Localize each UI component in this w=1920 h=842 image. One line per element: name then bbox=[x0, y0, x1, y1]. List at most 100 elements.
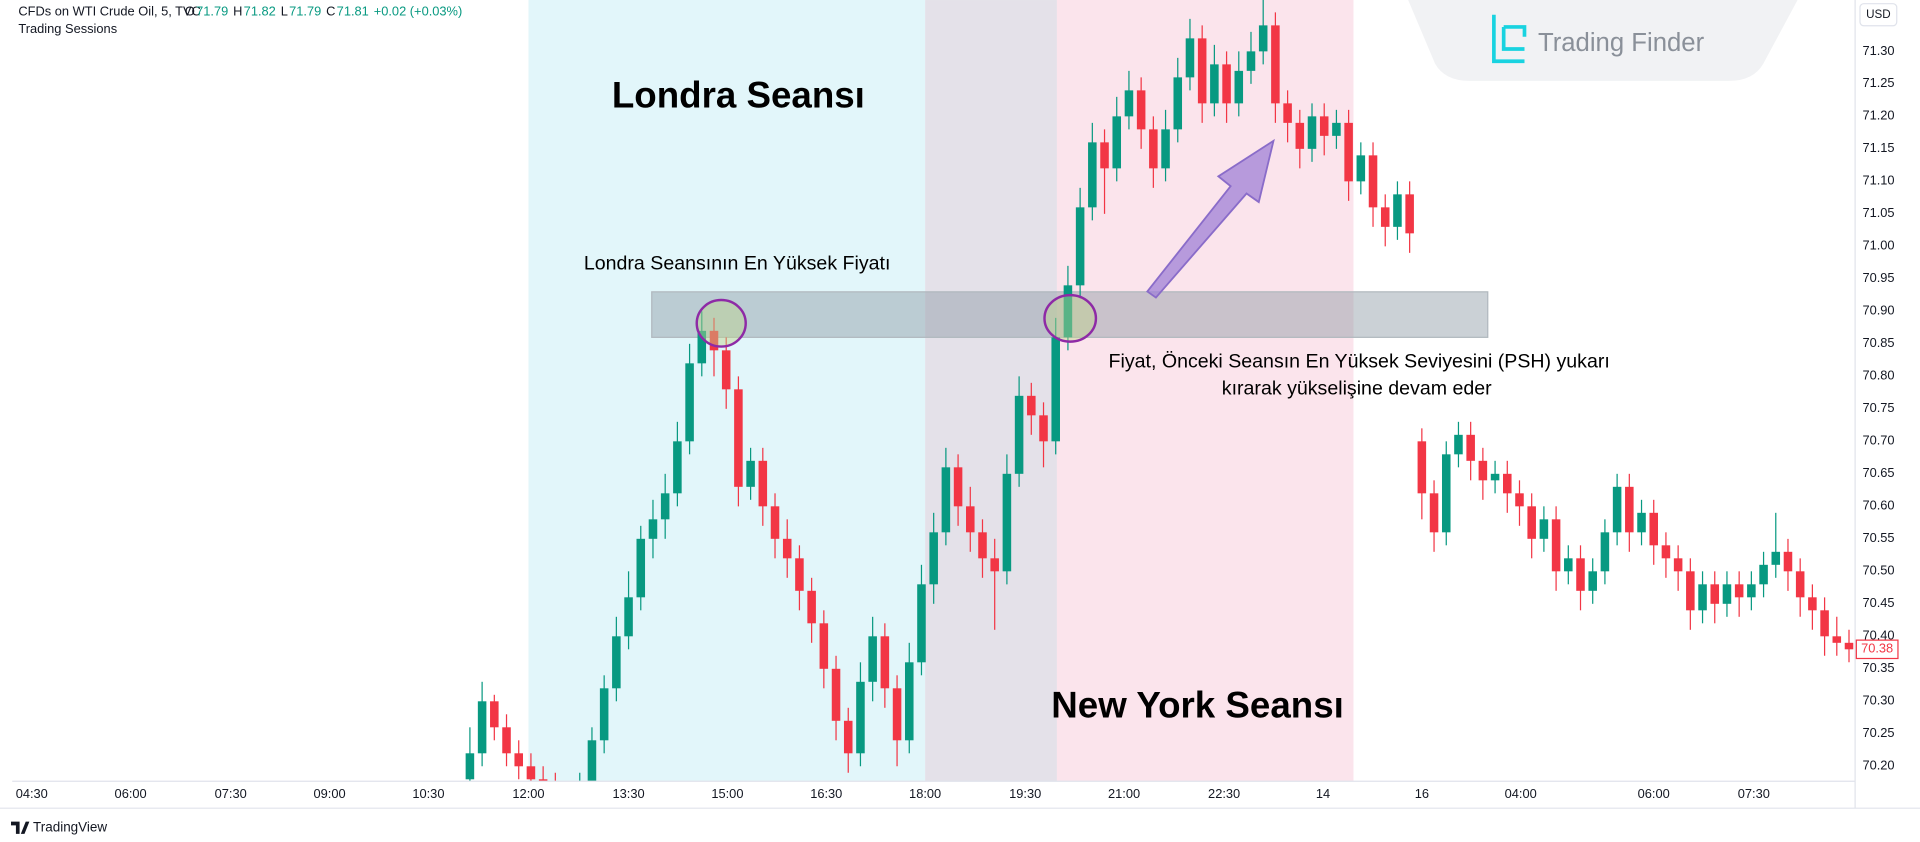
candle-body bbox=[1002, 473, 1012, 572]
candle-body bbox=[1478, 460, 1488, 481]
annotation: Londra Seansının En Yüksek Fiyatı bbox=[584, 253, 891, 275]
y-tick-label: 70.60 bbox=[1862, 498, 1894, 513]
candle-body bbox=[697, 330, 707, 364]
candle-body bbox=[917, 584, 926, 663]
brand-name: Trading Finder bbox=[1538, 29, 1705, 57]
quote: O 71.79 H 71.82 L 71.79 C 71.81 +0.02 (+0.03%) bbox=[185, 4, 462, 19]
candle-body bbox=[1503, 473, 1512, 494]
quote-value: 71.82 bbox=[244, 4, 276, 19]
candle-body bbox=[1271, 25, 1280, 104]
candle-body bbox=[1783, 551, 1793, 572]
y-tick-label: 70.35 bbox=[1862, 660, 1894, 675]
currency: USD bbox=[1866, 8, 1891, 21]
candle-body bbox=[929, 532, 938, 585]
candle-body bbox=[1820, 610, 1829, 637]
candle-body bbox=[1380, 207, 1390, 227]
candle-body bbox=[1051, 337, 1060, 442]
candle-body bbox=[538, 779, 548, 782]
candle-body bbox=[1612, 486, 1622, 533]
y-tick-label: 70.45 bbox=[1862, 595, 1894, 610]
y-tick-label: 70.20 bbox=[1862, 758, 1894, 773]
candle-body bbox=[1832, 636, 1842, 643]
candle-body bbox=[1454, 434, 1463, 455]
x-tick-label: 14 bbox=[1316, 786, 1330, 801]
candle-body bbox=[1417, 441, 1427, 494]
y-tick-label: 70.85 bbox=[1862, 335, 1894, 350]
candle-body bbox=[1149, 129, 1158, 169]
candle-body bbox=[526, 766, 536, 780]
candle-body bbox=[990, 558, 999, 572]
x-tick-label: 10:30 bbox=[412, 786, 444, 801]
x-tick-label: 06:00 bbox=[115, 786, 147, 801]
quote-label: O bbox=[185, 4, 195, 19]
candle-body bbox=[1637, 512, 1646, 533]
logo-stroke bbox=[1492, 14, 1525, 64]
session-band bbox=[925, 0, 1057, 782]
y-tick-label: 70.65 bbox=[1862, 465, 1894, 480]
footer-brand: TradingView bbox=[33, 819, 107, 834]
quote-value: 71.81 bbox=[337, 4, 369, 19]
candle-body bbox=[1197, 38, 1207, 104]
quote-label: C bbox=[326, 4, 335, 19]
candle-body bbox=[856, 681, 865, 754]
candle-body bbox=[1112, 116, 1122, 169]
candle-body bbox=[636, 538, 646, 598]
x-tick-label: 16:30 bbox=[810, 786, 842, 801]
x-tick-label: 15:00 bbox=[711, 786, 743, 801]
y-tick-label: 70.75 bbox=[1862, 400, 1894, 415]
candle-body bbox=[1576, 558, 1585, 591]
candle-body bbox=[709, 330, 719, 351]
candle-body bbox=[1222, 64, 1231, 104]
candle-body bbox=[1332, 122, 1341, 136]
x-tick-label: 22:30 bbox=[1208, 786, 1240, 801]
candle-body bbox=[795, 558, 804, 591]
candle-body bbox=[1075, 207, 1085, 286]
candle-body bbox=[880, 636, 890, 689]
candle-body bbox=[502, 727, 511, 754]
candle-body bbox=[1027, 395, 1036, 416]
x-tick-label: 13:30 bbox=[612, 786, 644, 801]
candle-body bbox=[782, 538, 792, 559]
candle-body bbox=[1124, 90, 1134, 117]
candle-body bbox=[1283, 103, 1292, 123]
x-tick-label: 04:30 bbox=[16, 786, 48, 801]
candle-body bbox=[1795, 571, 1805, 598]
x-tick-label: 06:00 bbox=[1638, 786, 1670, 801]
logo-stroke bbox=[1501, 25, 1527, 51]
candle-body bbox=[831, 668, 841, 721]
y-tick-label: 70.90 bbox=[1862, 303, 1894, 318]
candle-body bbox=[1710, 584, 1720, 604]
indicator-name: Trading Sessions bbox=[18, 21, 117, 36]
candle-body bbox=[941, 467, 951, 533]
candle-body bbox=[1319, 116, 1329, 136]
y-tick-label: 71.00 bbox=[1862, 238, 1894, 253]
y-tick-label: 71.20 bbox=[1862, 108, 1894, 123]
candles-layer bbox=[465, 0, 1854, 782]
candle-body bbox=[1661, 545, 1671, 559]
y-tick-label: 70.40 bbox=[1862, 628, 1894, 643]
y-tick-label: 71.25 bbox=[1862, 75, 1894, 90]
candle-body bbox=[1673, 558, 1683, 572]
y-tick-label: 71.30 bbox=[1862, 43, 1894, 58]
candle-body bbox=[1173, 77, 1183, 130]
candle-body bbox=[1258, 25, 1268, 52]
overlay-layer bbox=[695, 138, 1275, 348]
annotation: kırarak yükselişine devam eder bbox=[1222, 378, 1492, 400]
candle-body bbox=[746, 460, 755, 487]
candle-body bbox=[1490, 473, 1500, 481]
candle-body bbox=[770, 506, 780, 539]
candle-body bbox=[758, 460, 768, 507]
candle-body bbox=[1100, 142, 1109, 169]
x-tick-label: 12:00 bbox=[512, 786, 544, 801]
candle-body bbox=[1063, 285, 1073, 338]
quote-value: 71.79 bbox=[289, 4, 321, 19]
last-price-tag bbox=[1855, 639, 1899, 660]
y-tick-label: 71.05 bbox=[1862, 205, 1894, 220]
last-price-label: 70.38 bbox=[1861, 641, 1893, 656]
quote-label: H bbox=[233, 4, 242, 19]
quote-value: 71.79 bbox=[196, 4, 228, 19]
candle-body bbox=[1759, 564, 1768, 585]
x-tick-label: 09:00 bbox=[313, 786, 345, 801]
candle-body bbox=[599, 688, 609, 741]
candle-body bbox=[1136, 90, 1146, 130]
